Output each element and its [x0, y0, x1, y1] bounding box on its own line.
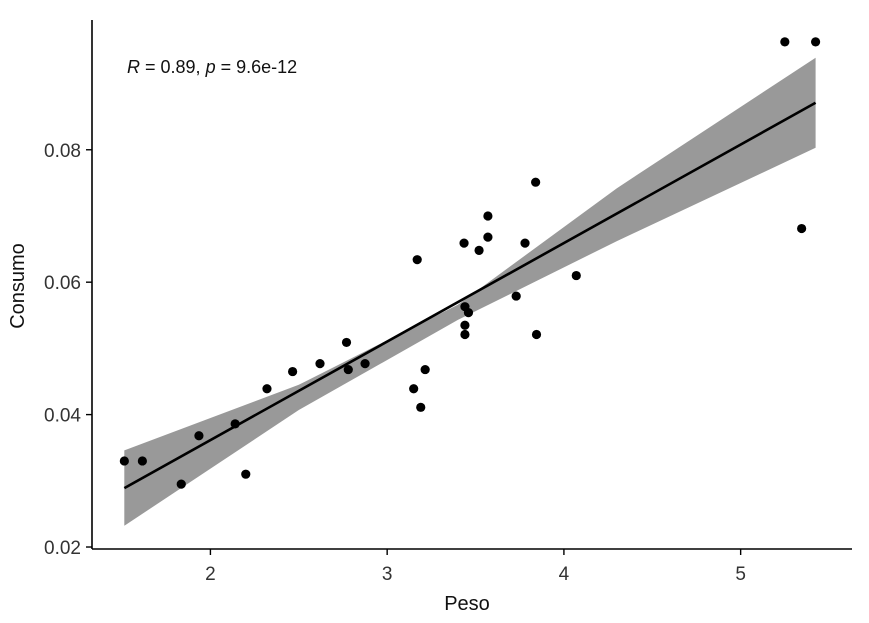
y-tick-label: 0.04: [44, 406, 81, 427]
y-tick-label: 0.06: [44, 273, 81, 294]
data-point: [780, 37, 790, 47]
data-point: [412, 255, 422, 265]
regression-line: [123, 101, 817, 490]
data-point: [416, 402, 426, 412]
data-point: [459, 238, 469, 248]
correlation-annotation: R = 0.89, p = 9.6e-12: [127, 57, 297, 77]
data-point: [483, 211, 493, 221]
data-point: [176, 479, 186, 489]
data-point: [511, 291, 521, 301]
axes-layer: 2 3 4 5 0.02 0.04 0.06 0.08: [44, 20, 852, 585]
data-point: [194, 431, 204, 441]
data-point: [520, 238, 530, 248]
data-point: [460, 320, 470, 330]
data-point: [341, 337, 352, 348]
data-point: [288, 366, 298, 377]
data-point: [360, 359, 370, 369]
data-point: [315, 359, 325, 369]
data-point: [460, 329, 470, 340]
data-point: [797, 223, 807, 234]
data-point: [230, 419, 240, 429]
data-point: [531, 329, 542, 340]
data-point: [241, 469, 251, 479]
data-point: [474, 245, 484, 256]
y-tick-label: 0.08: [44, 141, 81, 162]
data-point: [810, 37, 821, 47]
x-tick-label: 4: [559, 564, 570, 585]
data-point: [409, 384, 419, 394]
regression-line-layer: [123, 101, 817, 490]
confidence-band-layer: [124, 57, 816, 526]
data-point: [119, 456, 129, 466]
data-point: [571, 270, 581, 281]
data-point: [531, 177, 541, 187]
data-point: [262, 384, 272, 394]
x-tick-label: 3: [382, 564, 393, 585]
r-symbol: R: [127, 57, 140, 77]
data-point: [483, 232, 493, 242]
data-point: [343, 364, 353, 375]
data-point: [463, 308, 474, 318]
points-layer: [119, 37, 821, 489]
y-axis-title: Consumo: [7, 243, 29, 329]
data-point: [420, 364, 430, 375]
x-axis-title: Peso: [444, 593, 490, 615]
p-symbol: p: [205, 57, 216, 77]
r-value: = 0.89,: [140, 57, 206, 77]
confidence-band: [124, 57, 816, 526]
x-tick-label: 2: [205, 564, 216, 585]
x-tick-label: 5: [735, 564, 746, 585]
p-value: = 9.6e-12: [216, 57, 298, 77]
data-point: [137, 456, 147, 466]
y-tick-label: 0.02: [44, 538, 81, 559]
